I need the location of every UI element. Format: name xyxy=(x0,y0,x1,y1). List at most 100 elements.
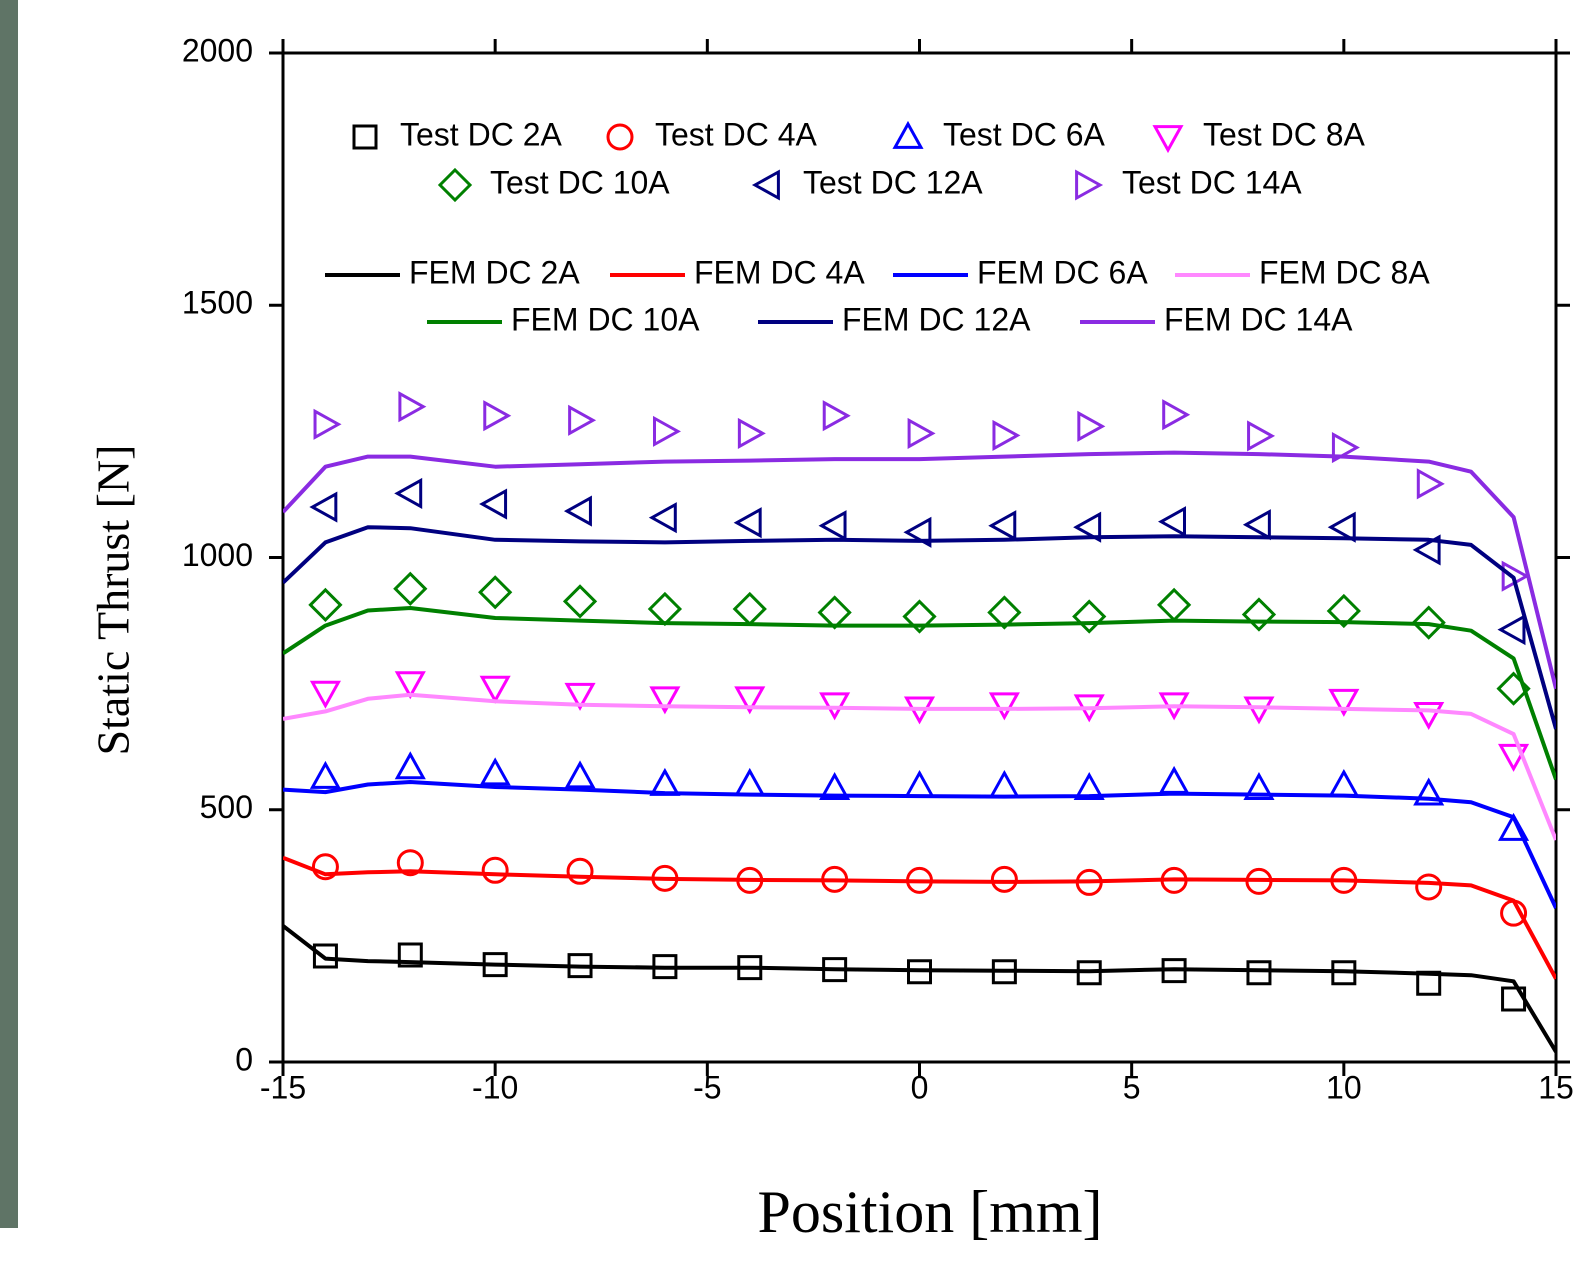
data-point xyxy=(1242,509,1271,541)
x-tick-label: 10 xyxy=(1326,1069,1362,1105)
legend-label: FEM DC 12A xyxy=(842,301,1031,337)
data-point xyxy=(394,477,423,509)
x-tick-label: -5 xyxy=(693,1069,721,1105)
data-point xyxy=(309,760,341,789)
data-point xyxy=(1073,511,1102,543)
data-point xyxy=(1247,420,1276,452)
data-point xyxy=(567,953,593,979)
data-point xyxy=(397,942,423,968)
data-point xyxy=(907,417,936,449)
data-point xyxy=(734,767,766,796)
data-point xyxy=(562,584,598,619)
legend-marker xyxy=(1075,169,1104,201)
legend-marker xyxy=(892,120,924,149)
legend-label: Test DC 14A xyxy=(1122,164,1302,200)
data-point xyxy=(1412,534,1441,566)
data-point xyxy=(1077,410,1106,442)
data-point xyxy=(818,510,847,542)
legend-marker xyxy=(352,124,378,150)
data-point xyxy=(648,502,677,534)
legend-label: Test DC 6A xyxy=(943,116,1105,152)
y-tick-label: 1000 xyxy=(182,537,253,573)
data-point xyxy=(992,419,1021,451)
legend-label: FEM DC 4A xyxy=(694,254,865,290)
data-point xyxy=(483,400,512,432)
legend-label: Test DC 10A xyxy=(490,164,670,200)
data-point xyxy=(1411,605,1446,640)
data-point xyxy=(734,686,766,715)
data-point xyxy=(308,587,343,623)
data-point xyxy=(1076,960,1102,986)
data-point xyxy=(903,769,936,798)
data-point xyxy=(564,682,596,711)
data-point xyxy=(479,675,511,704)
data-point xyxy=(309,680,341,709)
x-tick-label: 5 xyxy=(1123,1069,1141,1105)
y-tick-label: 0 xyxy=(235,1041,253,1077)
legend-marker xyxy=(437,167,473,203)
fem-line xyxy=(283,692,1556,841)
fem-line xyxy=(283,450,1556,690)
data-point xyxy=(647,591,683,627)
fem-line xyxy=(283,855,1556,980)
data-point xyxy=(1246,960,1272,986)
data-point xyxy=(394,751,426,780)
data-point xyxy=(817,595,852,630)
data-point xyxy=(991,959,1017,985)
data-point xyxy=(819,771,851,800)
data-point xyxy=(1328,768,1360,797)
data-point xyxy=(394,671,426,700)
data-point xyxy=(1328,688,1360,717)
legend-label: FEM DC 10A xyxy=(511,301,700,337)
data-point xyxy=(903,516,932,548)
data-point xyxy=(479,757,511,786)
data-point xyxy=(987,595,1022,630)
data-point xyxy=(568,404,597,436)
y-axis-title: Static Thrust [N] xyxy=(88,445,139,756)
y-tick-label: 1500 xyxy=(182,285,253,321)
data-point xyxy=(393,571,428,606)
data-point xyxy=(563,495,592,527)
data-point xyxy=(1161,958,1187,984)
data-point xyxy=(988,510,1017,542)
x-tick-label: 0 xyxy=(911,1069,929,1105)
fem-line xyxy=(283,780,1556,909)
data-point xyxy=(1243,696,1275,725)
data-point xyxy=(398,391,427,423)
data-point xyxy=(902,599,937,634)
fem-line xyxy=(283,924,1556,1053)
data-point xyxy=(819,692,851,721)
x-axis-title: Position [mm] xyxy=(757,1179,1102,1245)
x-tick-label: -10 xyxy=(472,1069,518,1105)
data-point xyxy=(653,415,681,447)
data-point xyxy=(1497,614,1526,646)
data-point xyxy=(652,954,678,980)
fem-line xyxy=(283,606,1556,781)
legend-label: Test DC 4A xyxy=(655,116,817,152)
data-point xyxy=(988,769,1020,798)
data-point xyxy=(1243,771,1275,800)
data-point xyxy=(1158,506,1186,538)
data-point xyxy=(311,853,339,881)
x-tick-label: 15 xyxy=(1538,1069,1574,1105)
legend-label: FEM DC 2A xyxy=(409,254,580,290)
data-point xyxy=(1156,587,1192,623)
data-point xyxy=(990,865,1018,893)
data-point xyxy=(1162,399,1191,431)
data-point xyxy=(1331,431,1360,464)
photo-edge xyxy=(0,0,18,1228)
data-point xyxy=(822,957,848,983)
plot-frame xyxy=(281,51,1558,1064)
legend-marker xyxy=(606,123,634,151)
data-point xyxy=(1158,765,1190,794)
data-point xyxy=(1416,468,1445,500)
data-point xyxy=(1072,599,1107,634)
data-point xyxy=(1498,743,1530,772)
data-point xyxy=(566,857,594,885)
y-tick-label: 2000 xyxy=(182,32,253,68)
data-point xyxy=(564,760,596,789)
legend-label: FEM DC 14A xyxy=(1164,301,1353,337)
legend-label: Test DC 12A xyxy=(803,164,983,200)
data-point xyxy=(737,955,763,981)
